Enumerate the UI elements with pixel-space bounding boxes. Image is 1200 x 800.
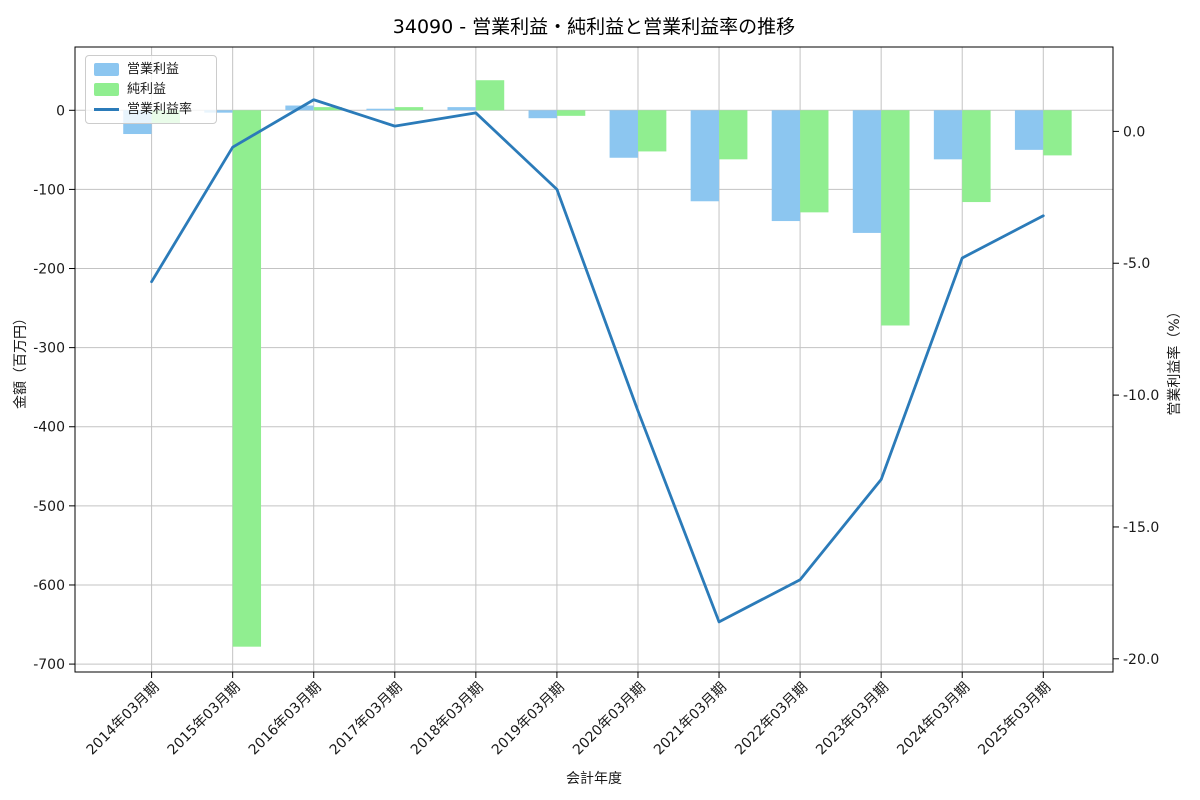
bar-net-profit — [1043, 110, 1072, 156]
legend-item-operating-margin: 営業利益率 — [94, 102, 206, 117]
y-tick-label-right: -10.0 — [1123, 388, 1159, 404]
legend: 営業利益 純利益 営業利益率 — [85, 55, 217, 124]
y-tick-label-right: -5.0 — [1123, 256, 1150, 272]
y-tick-label-left: 0 — [56, 103, 65, 119]
x-tick-label: 2019年03月期 — [489, 680, 568, 759]
bar-net-profit — [475, 80, 505, 111]
y-tick-label-left: -400 — [33, 420, 65, 436]
x-tick-label: 2024年03月期 — [894, 680, 973, 759]
x-axis-label: 会計年度 — [566, 771, 622, 787]
bar-operating-profit — [1014, 110, 1044, 150]
bar-net-profit — [232, 110, 262, 647]
plot-border — [74, 46, 1114, 673]
y-tick-label-left: -200 — [33, 262, 65, 278]
x-tick-label: 2017年03月期 — [327, 680, 406, 759]
bar-net-profit — [637, 110, 667, 152]
x-tick-label: 2025年03月期 — [975, 680, 1054, 759]
bar-net-profit — [881, 110, 910, 326]
y-tick-label-left: -500 — [33, 499, 65, 515]
x-tick-label: 2023年03月期 — [813, 680, 892, 759]
x-tick-label: 2020年03月期 — [570, 680, 649, 759]
bar-operating-profit — [366, 108, 395, 111]
legend-line-operating-margin-icon — [94, 108, 119, 111]
bar-operating-profit — [204, 110, 233, 113]
x-tick-label: 2021年03月期 — [651, 680, 730, 759]
bar-operating-profit — [933, 110, 963, 160]
bar-operating-profit — [609, 110, 638, 158]
y-tick-label-left: -300 — [33, 341, 65, 357]
bar-net-profit — [313, 107, 343, 111]
y-tick-label-left: -700 — [33, 657, 65, 673]
x-tick-label: 2018年03月期 — [408, 680, 487, 759]
bar-net-profit — [962, 110, 991, 203]
legend-item-operating-profit: 営業利益 — [94, 62, 206, 77]
y-axis-label-left: 金額（百万円） — [13, 311, 29, 409]
x-tick-label: 2016年03月期 — [246, 680, 325, 759]
legend-patch-net-profit-icon — [94, 83, 119, 96]
legend-label-net-profit: 純利益 — [127, 82, 167, 97]
bar-operating-profit — [852, 110, 882, 233]
x-tick-label: 2015年03月期 — [165, 680, 244, 759]
bar-net-profit — [556, 110, 586, 116]
y-tick-label-right: -20.0 — [1123, 652, 1159, 668]
y-tick-label-right: -15.0 — [1123, 520, 1159, 536]
legend-label-operating-profit: 営業利益 — [127, 62, 180, 77]
bar-operating-profit — [690, 110, 720, 202]
bar-operating-profit — [447, 107, 476, 111]
y-axis-label-right: 営業利益率（%） — [1167, 304, 1183, 416]
legend-patch-operating-profit-icon — [94, 63, 119, 76]
bar-net-profit — [719, 110, 748, 160]
bar-operating-profit — [528, 110, 557, 119]
chart-title: 34090 - 営業利益・純利益と営業利益率の推移 — [392, 16, 796, 38]
operating-margin-line — [150, 98, 1045, 624]
legend-item-net-profit: 純利益 — [94, 82, 206, 97]
legend-label-operating-margin: 営業利益率 — [127, 102, 193, 117]
y-tick-label-right: 0.0 — [1123, 124, 1145, 140]
y-tick-label-left: -100 — [33, 182, 65, 198]
x-tick-label: 2014年03月期 — [84, 680, 163, 759]
y-tick-label-left: -600 — [33, 578, 65, 594]
bar-net-profit — [394, 107, 424, 111]
x-tick-label: 2022年03月期 — [732, 680, 811, 759]
bar-operating-profit — [771, 110, 801, 222]
bar-net-profit — [800, 110, 829, 213]
